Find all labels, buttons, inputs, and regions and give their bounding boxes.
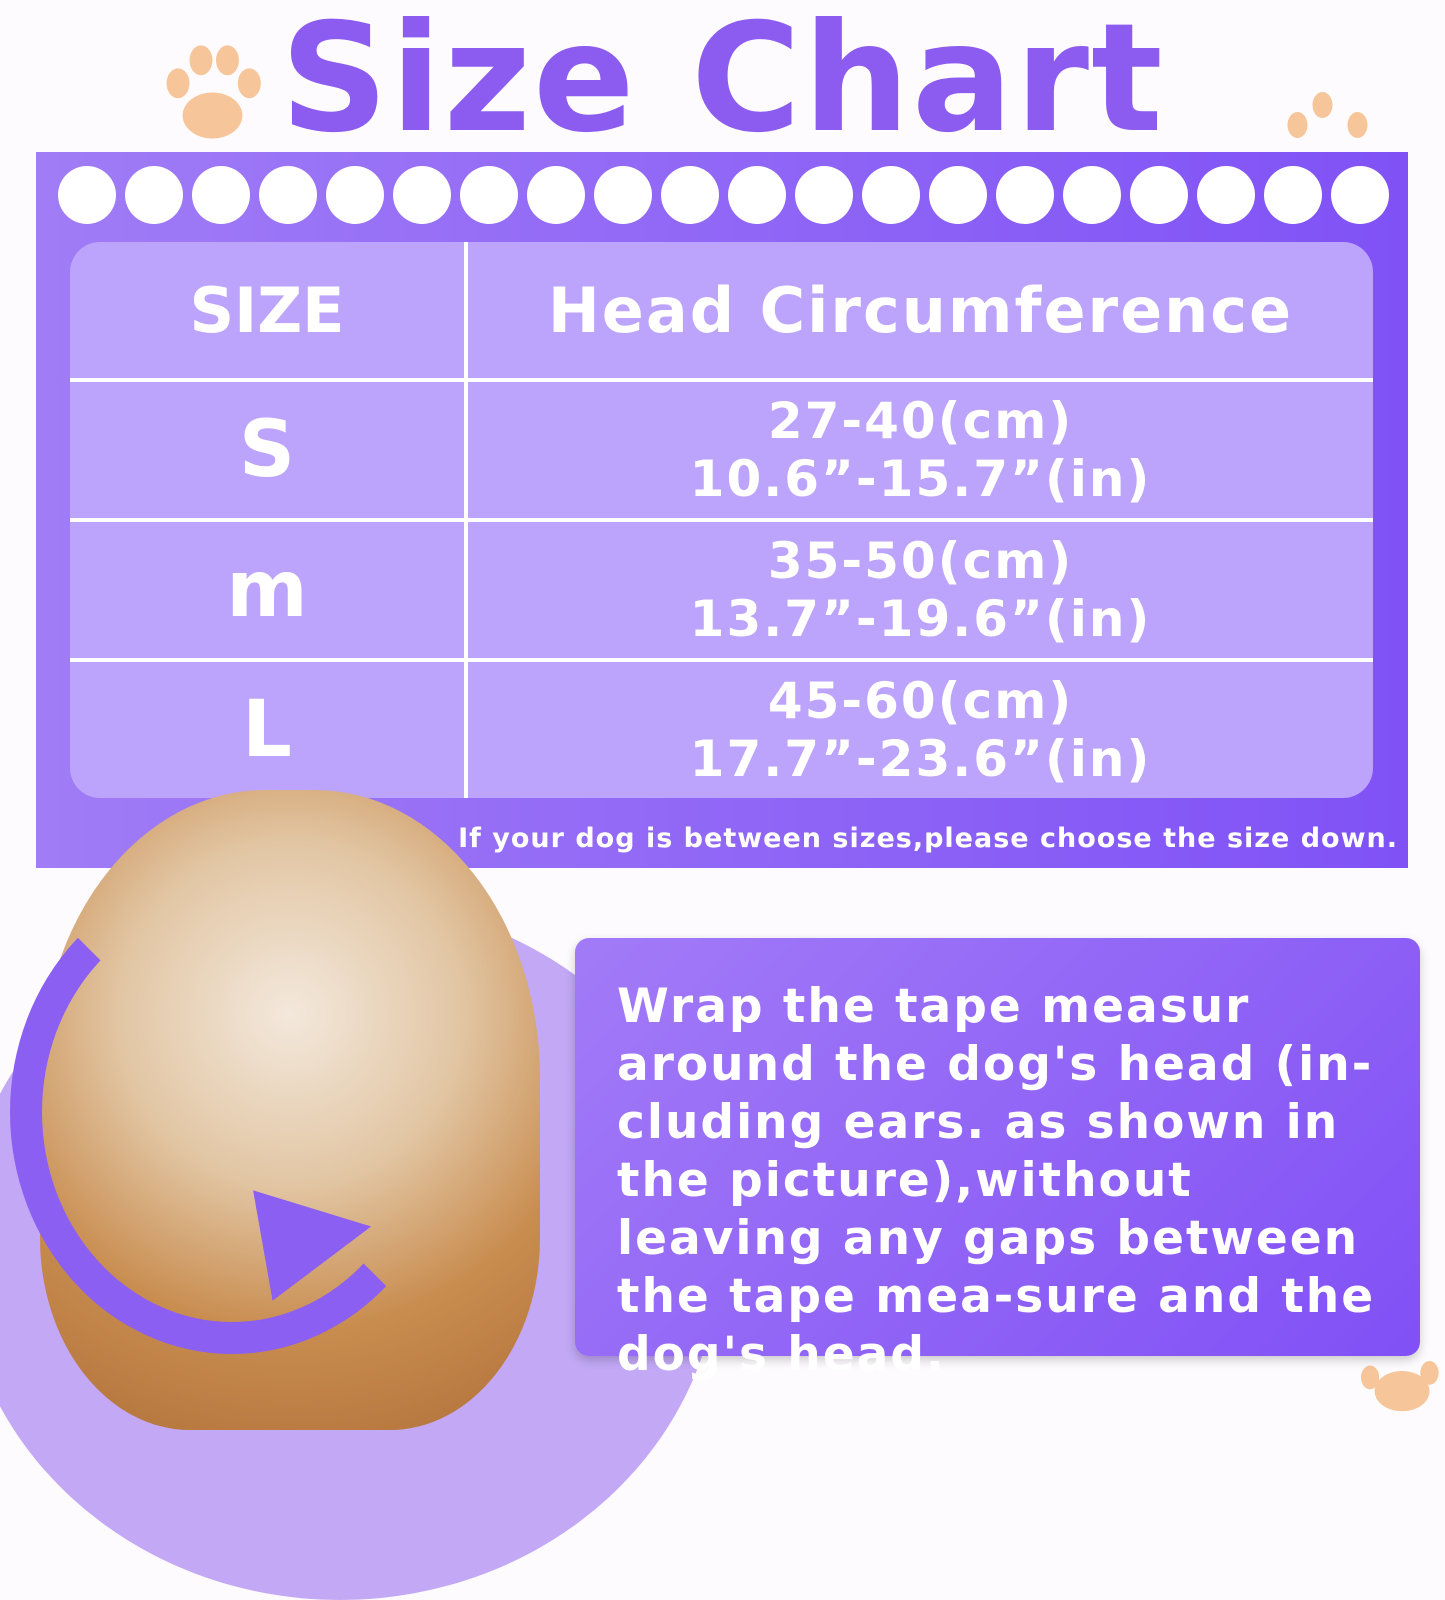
measure-arrow-icon xyxy=(10,870,454,1354)
decorative-dot xyxy=(594,166,652,224)
paw-print-icon xyxy=(1360,1360,1439,1412)
size-label: m xyxy=(70,522,468,658)
table-header-row: SIZE Head Circumference xyxy=(70,242,1373,378)
decorative-dot xyxy=(661,166,719,224)
size-label: L xyxy=(70,662,468,798)
decorative-dot xyxy=(929,166,987,224)
divider xyxy=(70,378,1373,382)
decorative-dot xyxy=(795,166,853,224)
decorative-dot xyxy=(259,166,317,224)
decorative-dot xyxy=(728,166,786,224)
decorative-dot xyxy=(58,166,116,224)
size-table: SIZE Head Circumference S 27-40(cm) 10.6”… xyxy=(70,242,1373,798)
table-row: L 45-60(cm) 17.7”-23.6”(in) xyxy=(70,662,1373,798)
decorative-dot xyxy=(1063,166,1121,224)
paw-print-icon xyxy=(1287,92,1368,138)
in-range: 13.7”-19.6”(in) xyxy=(689,590,1152,648)
size-label: S xyxy=(70,382,468,518)
arrowhead-icon xyxy=(253,1171,381,1301)
divider xyxy=(70,658,1373,662)
table-row: S 27-40(cm) 10.6”-15.7”(in) xyxy=(70,382,1373,518)
cm-range: 27-40(cm) xyxy=(767,392,1074,450)
in-range: 17.7”-23.6”(in) xyxy=(689,730,1152,788)
cm-range: 35-50(cm) xyxy=(767,532,1074,590)
decorative-dot xyxy=(393,166,451,224)
decorative-dot xyxy=(326,166,384,224)
decorative-dot xyxy=(527,166,585,224)
instructions-box: Wrap the tape measur around the dog's he… xyxy=(575,938,1420,1382)
decorative-dot xyxy=(1130,166,1188,224)
header-head-circumference: Head Circumference xyxy=(547,273,1294,347)
divider xyxy=(70,518,1373,522)
paw-print-icon xyxy=(166,45,261,139)
decorative-dot xyxy=(1264,166,1322,224)
decorative-dot xyxy=(1331,166,1389,224)
table-row: m 35-50(cm) 13.7”-19.6”(in) xyxy=(70,522,1373,658)
decorative-dot xyxy=(996,166,1054,224)
size-chart-panel: SIZE Head Circumference S 27-40(cm) 10.6”… xyxy=(36,152,1408,868)
decorative-dot xyxy=(1197,166,1255,224)
sizing-note: If your dog is between sizes,please choo… xyxy=(458,823,1398,854)
page-title: Size Chart xyxy=(280,0,1165,166)
decorative-dot xyxy=(125,166,183,224)
decorative-dot xyxy=(862,166,920,224)
header-size: SIZE xyxy=(70,242,468,378)
decorative-dot xyxy=(460,166,518,224)
instructions-text: Wrap the tape measur around the dog's he… xyxy=(617,979,1376,1382)
decorative-dots xyxy=(58,166,1389,224)
in-range: 10.6”-15.7”(in) xyxy=(689,450,1152,508)
decorative-dot xyxy=(192,166,250,224)
cm-range: 45-60(cm) xyxy=(767,672,1074,730)
